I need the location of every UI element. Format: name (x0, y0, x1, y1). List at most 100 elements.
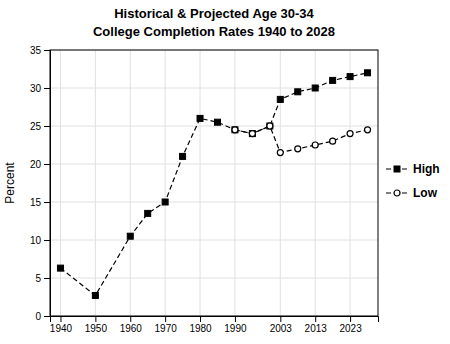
point (145, 210, 151, 216)
grid-line (50, 202, 378, 203)
y-axis-line (44, 51, 51, 317)
point (232, 127, 238, 133)
point (197, 115, 203, 121)
subtitle: College Completion Rates 1940 to 2028 (93, 24, 335, 39)
chart: Historical & Projected Age 30-34 College … (0, 0, 450, 344)
y-tick-mark (44, 202, 50, 203)
series-line (60, 73, 367, 296)
x-tick-mark (350, 316, 351, 322)
x-tick-mark (60, 316, 61, 322)
x-tick-mark (130, 316, 131, 322)
grid-line (95, 50, 96, 316)
point (267, 123, 273, 129)
grid-line (200, 50, 201, 316)
grid-line (165, 50, 166, 316)
y-tick-label: 10 (30, 235, 42, 246)
y-tick: 25 (30, 121, 50, 132)
x-tick-label: 1940 (50, 323, 73, 334)
x-tick-mark (165, 316, 166, 322)
point (249, 131, 255, 137)
x-tick: 1970 (155, 316, 178, 334)
y-tick-label: 0 (35, 311, 41, 322)
x-tick: 2023 (339, 316, 362, 334)
y-tick-label: 20 (30, 159, 42, 170)
y-tick-mark (44, 126, 50, 127)
point (127, 233, 133, 239)
y-tick: 5 (35, 273, 50, 284)
x-tick: 2013 (305, 316, 328, 334)
grid-line (50, 88, 378, 89)
legend-item: High (386, 162, 440, 176)
x-tick-label: 2003 (270, 323, 293, 334)
legend-marker (394, 166, 400, 172)
x-tick-label: 1960 (120, 323, 143, 334)
point (277, 150, 283, 156)
grid-line (50, 240, 378, 241)
point (347, 74, 353, 80)
point (267, 123, 273, 129)
point (162, 199, 168, 205)
y-axis: 0 5 10 15 20 25 30 35 (30, 45, 51, 322)
point (347, 131, 353, 137)
series-line (235, 126, 368, 153)
point (295, 89, 301, 95)
point (277, 96, 283, 102)
y-tick-mark (44, 316, 50, 317)
grid-line (350, 50, 351, 316)
x-tick: 1960 (120, 316, 143, 334)
point (180, 153, 186, 159)
point (330, 77, 336, 83)
grid-line (50, 164, 378, 165)
y-tick-label: 35 (30, 45, 42, 56)
x-axis: 1940 1950 1960 1970 1980 1990 2003 2013 2023 (50, 316, 379, 334)
legend-label: High (413, 162, 440, 176)
y-tick-mark (44, 278, 50, 279)
x-tick-label: 1990 (224, 323, 247, 334)
y-tick: 10 (30, 235, 50, 246)
legend-label: Low (413, 186, 438, 200)
x-tick-label: 1950 (85, 323, 108, 334)
y-tick-mark (44, 88, 50, 89)
y-tick: 15 (30, 197, 50, 208)
x-tick-mark (235, 316, 236, 322)
grid-line (130, 50, 131, 316)
y-tick-mark (44, 164, 50, 165)
point (214, 119, 220, 125)
x-tick: 1990 (224, 316, 247, 334)
x-tick-mark (95, 316, 96, 322)
x-axis-line (51, 317, 379, 323)
x-tick-label: 2013 (305, 323, 328, 334)
point (365, 70, 371, 76)
grid-line (234, 50, 235, 316)
y-tick-label: 15 (30, 197, 42, 208)
x-tick-mark (200, 316, 201, 322)
point (92, 292, 98, 298)
y-tick-mark (44, 50, 50, 51)
grid-line (60, 50, 61, 316)
marks (57, 70, 370, 299)
y-tick-label: 25 (30, 121, 42, 132)
y-tick-mark (44, 240, 50, 241)
y-tick-label: 30 (30, 83, 42, 94)
x-tick-label: 1980 (189, 323, 212, 334)
x-tick: 1950 (85, 316, 108, 334)
point (249, 131, 255, 137)
y-tick: 35 (30, 45, 50, 56)
y-tick: 20 (30, 159, 50, 170)
plot: 1940 1950 1960 1970 1980 1990 2003 2013 2023 0 5 10… (30, 45, 379, 334)
point (365, 127, 371, 133)
grid-line (50, 278, 378, 279)
legend: High Low (386, 162, 440, 200)
x-tick: 1940 (50, 316, 73, 334)
point (312, 85, 318, 91)
point (295, 146, 301, 152)
x-tick-label: 2023 (339, 323, 362, 334)
legend-marker (394, 190, 400, 196)
point (232, 127, 238, 133)
title: Historical & Projected Age 30-34 (114, 6, 314, 21)
point (57, 265, 63, 271)
x-tick-mark (315, 316, 316, 322)
x-tick: 1980 (189, 316, 212, 334)
point (312, 142, 318, 148)
y-tick: 30 (30, 83, 50, 94)
